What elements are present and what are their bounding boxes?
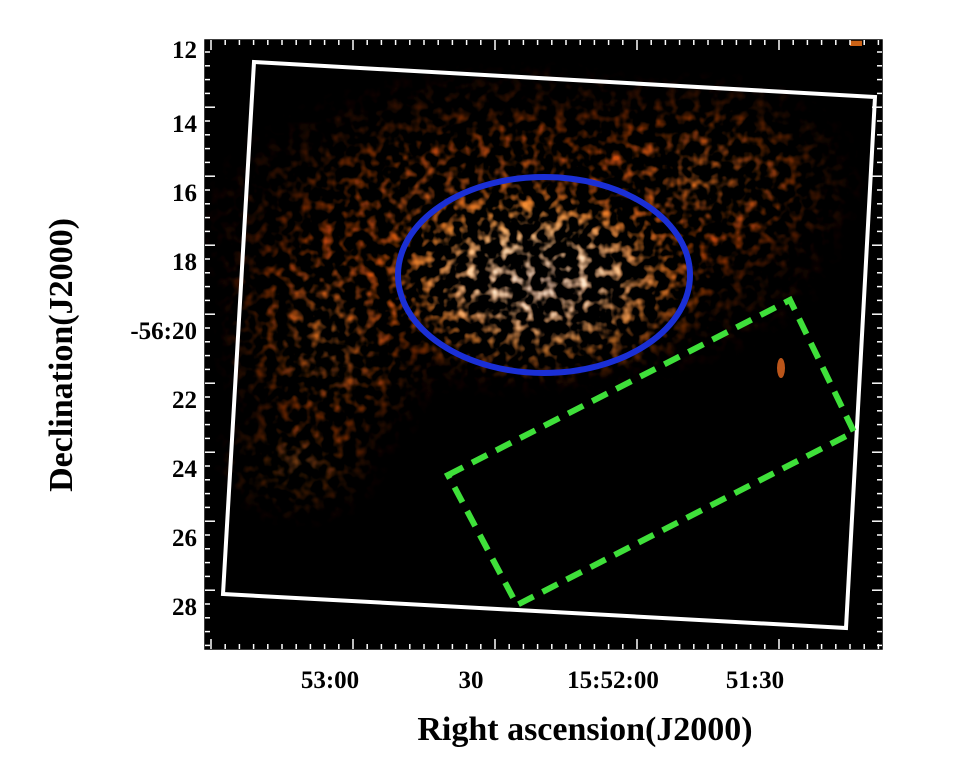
y-axis-title: Declination(J2000) xyxy=(43,218,80,492)
x-axis-title: Right ascension(J2000) xyxy=(417,711,752,748)
y-tick-label: 12 xyxy=(172,37,197,64)
xray-emission xyxy=(205,40,870,530)
y-tick-label: 26 xyxy=(172,525,197,552)
tick-marks xyxy=(205,40,882,649)
x-tick-label: 15:52:00 xyxy=(567,667,659,694)
x-tick-labels: 53:00 30 15:52:00 51:30 xyxy=(301,667,784,694)
y-tick-label: 16 xyxy=(172,180,197,207)
source-region-ellipse xyxy=(395,174,693,376)
y-tick-labels: 12 14 16 18 -56:20 22 24 26 28 xyxy=(130,37,197,621)
y-tick-label: 14 xyxy=(172,111,198,138)
background-region-rectangle xyxy=(443,295,858,610)
y-tick-label: -56:20 xyxy=(130,318,197,345)
field-of-view-outline xyxy=(220,59,878,631)
x-tick-label: 30 xyxy=(459,667,484,694)
y-tick-label: 22 xyxy=(172,387,197,414)
x-tick-label: 51:30 xyxy=(726,667,784,694)
y-tick-label: 28 xyxy=(172,594,197,621)
y-tick-label: 18 xyxy=(172,249,197,276)
x-tick-label: 53:00 xyxy=(301,667,359,694)
y-tick-label: 24 xyxy=(172,456,198,483)
plot-frame xyxy=(204,39,883,650)
